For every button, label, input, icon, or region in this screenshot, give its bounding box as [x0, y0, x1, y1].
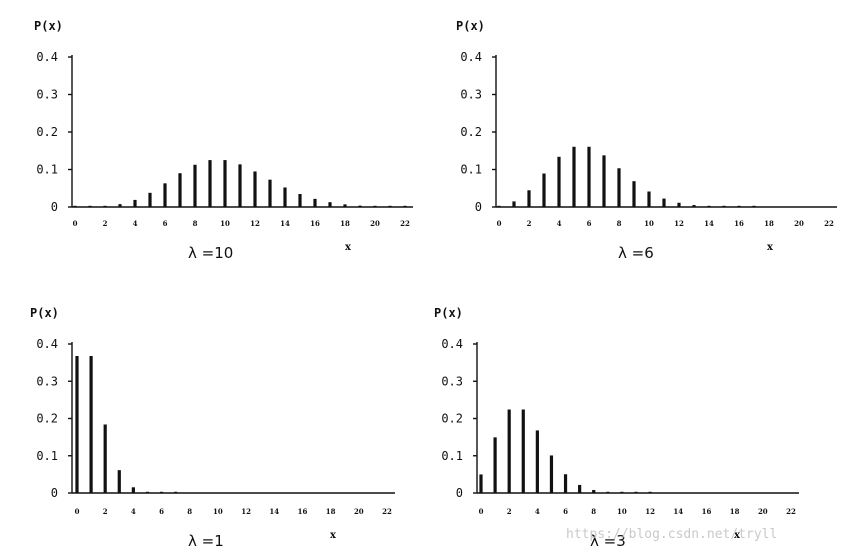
x-tick-label: 14 [704, 219, 714, 228]
x-tick-label: 0 [497, 219, 502, 228]
lambda-label: λ =6 [618, 244, 654, 262]
x-tick-label: 0 [75, 507, 80, 516]
y-axis-label: P(x) [456, 19, 485, 33]
x-axis-label: x [734, 530, 741, 541]
y-tick-label: 0.2 [460, 125, 482, 139]
y-tick-label: 0 [456, 486, 463, 500]
x-axis-label: x [330, 530, 337, 541]
chart-panel: 0 0.1 0.2 0.3 0.4 0 2 4 6 8 10 12 14 16 18 20 22 P(x) λ =1… [30, 306, 395, 550]
x-tick-label: 2 [507, 507, 512, 516]
x-tick-label: 4 [131, 507, 136, 516]
x-tick-label: 0 [73, 219, 78, 228]
y-tick-label: 0.4 [36, 337, 58, 351]
y-tick-label: 0.3 [441, 374, 463, 388]
x-tick-label: 12 [674, 219, 684, 228]
x-tick-label: 6 [163, 219, 168, 228]
y-tick-label: 0.2 [36, 412, 58, 426]
x-tick-label: 14 [673, 507, 683, 516]
y-tick-label: 0.4 [36, 50, 58, 64]
y-tick-label: 0 [51, 200, 58, 214]
y-tick-label: 0.3 [36, 88, 58, 102]
x-tick-label: 14 [280, 219, 290, 228]
lambda-label: λ =10 [188, 244, 233, 262]
y-tick-label: 0.4 [460, 50, 482, 64]
y-axis-label: P(x) [30, 306, 59, 320]
x-tick-label: 12 [250, 219, 260, 228]
lambda-label: λ =3 [590, 532, 626, 550]
x-tick-label: 10 [220, 219, 230, 228]
y-tick-label: 0.4 [441, 337, 463, 351]
x-axis-label: x [345, 242, 352, 253]
x-tick-label: 4 [535, 507, 540, 516]
y-tick-label: 0 [475, 200, 482, 214]
y-tick-label: 0.1 [36, 163, 58, 177]
x-tick-label: 20 [758, 507, 768, 516]
x-tick-label: 18 [340, 219, 350, 228]
x-tick-label: 18 [764, 219, 774, 228]
x-tick-label: 16 [298, 507, 308, 516]
x-tick-label: 16 [702, 507, 712, 516]
x-tick-label: 0 [479, 507, 484, 516]
x-tick-label: 2 [103, 219, 108, 228]
x-tick-label: 12 [241, 507, 251, 516]
x-tick-label: 20 [354, 507, 364, 516]
x-tick-label: 20 [370, 219, 380, 228]
y-axis-label: P(x) [434, 306, 463, 320]
x-tick-label: 18 [326, 507, 336, 516]
y-axis-label: P(x) [34, 19, 63, 33]
lambda-label: λ =1 [188, 532, 224, 550]
x-tick-label: 6 [159, 507, 164, 516]
watermark-text: https://blog.csdn.net/tryll [566, 527, 777, 542]
x-tick-label: 22 [382, 507, 392, 516]
y-tick-label: 0.1 [460, 163, 482, 177]
x-tick-label: 16 [734, 219, 744, 228]
x-tick-label: 8 [187, 507, 192, 516]
y-tick-label: 0.2 [441, 412, 463, 426]
chart-panel: 0 0.1 0.2 0.3 0.4 0 2 4 6 8 10 12 14 16 18 20 22 P(x) λ =3… [434, 306, 799, 550]
chart-panel: 0 0.1 0.2 0.3 0.4 0 2 4 6 8 10 12 14 16 18 20 22 P(x) λ =1… [34, 19, 413, 262]
x-tick-label: 10 [617, 507, 627, 516]
x-tick-label: 6 [563, 507, 568, 516]
y-tick-label: 0.3 [36, 374, 58, 388]
y-tick-label: 0.1 [441, 449, 463, 463]
x-tick-label: 22 [786, 507, 796, 516]
x-tick-label: 12 [645, 507, 655, 516]
y-tick-label: 0.3 [460, 88, 482, 102]
x-tick-label: 2 [527, 219, 532, 228]
x-axis-label: x [767, 242, 774, 253]
x-tick-label: 20 [794, 219, 804, 228]
x-tick-label: 22 [824, 219, 834, 228]
x-tick-label: 8 [193, 219, 198, 228]
x-tick-label: 14 [269, 507, 279, 516]
y-tick-label: 0 [51, 486, 58, 500]
x-tick-label: 18 [730, 507, 740, 516]
x-tick-label: 4 [133, 219, 138, 228]
y-tick-label: 0.1 [36, 449, 58, 463]
x-tick-label: 2 [103, 507, 108, 516]
x-tick-label: 8 [617, 219, 622, 228]
x-tick-label: 16 [310, 219, 320, 228]
chart-panel: 0 0.1 0.2 0.3 0.4 0 2 4 6 8 10 12 14 16 18 20 22 P(x) λ =6… [456, 19, 837, 262]
x-tick-label: 10 [644, 219, 654, 228]
y-tick-label: 0.2 [36, 125, 58, 139]
x-tick-label: 22 [400, 219, 410, 228]
x-tick-label: 8 [591, 507, 596, 516]
x-tick-label: 10 [213, 507, 223, 516]
x-tick-label: 6 [587, 219, 592, 228]
x-tick-label: 4 [557, 219, 562, 228]
